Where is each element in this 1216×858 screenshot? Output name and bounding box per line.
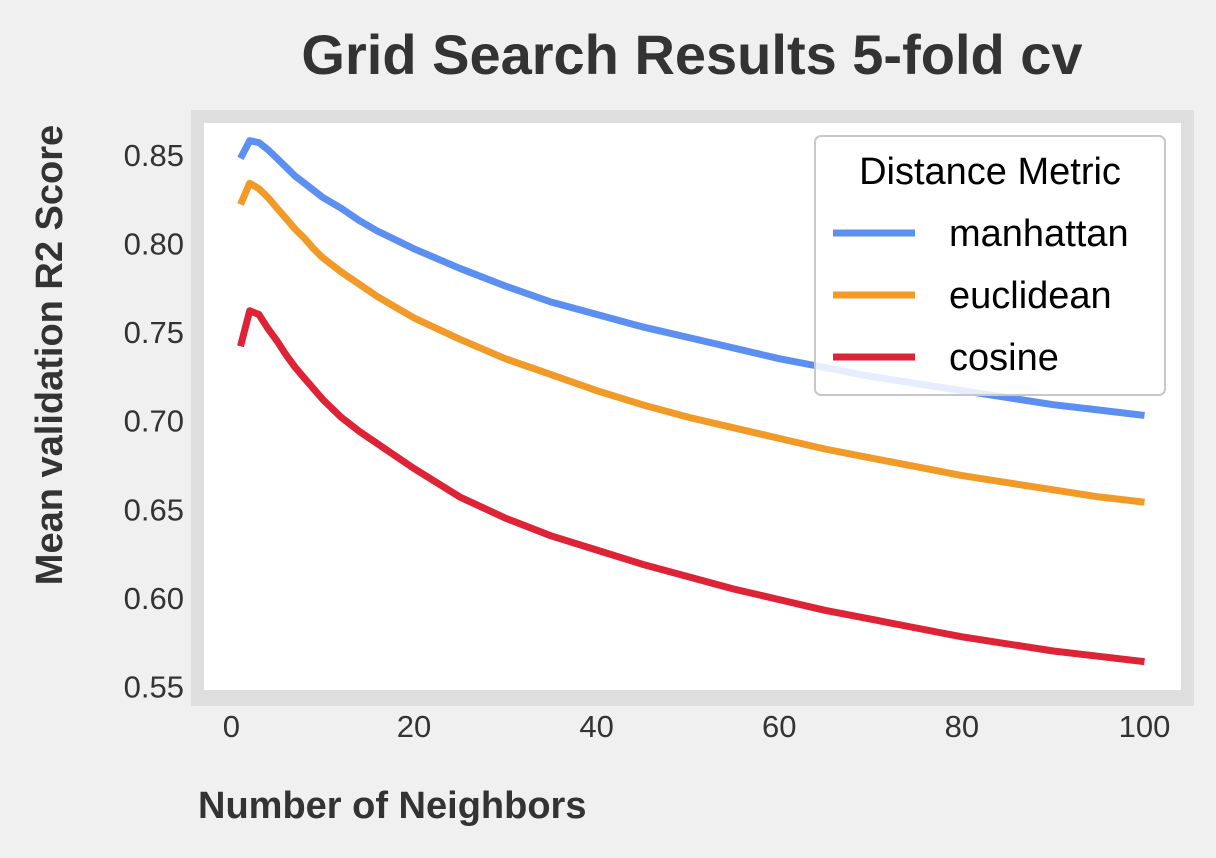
x-tick-label: 40 <box>579 709 613 744</box>
legend-label-euclidean: euclidean <box>949 275 1112 317</box>
legend-title: Distance Metric <box>859 151 1121 193</box>
x-tick-label: 100 <box>1119 709 1171 744</box>
y-axis-label: Mean validation R2 Score <box>29 125 71 585</box>
y-tick-label: 0.85 <box>124 138 184 173</box>
x-tick-label: 20 <box>397 709 431 744</box>
x-axis-label: Number of Neighbors <box>198 785 586 827</box>
x-tick-label: 80 <box>945 709 979 744</box>
y-tick-label: 0.70 <box>124 404 184 439</box>
y-tick-label: 0.65 <box>124 492 184 527</box>
x-tick-label: 0 <box>223 709 240 744</box>
legend-entries: manhattan euclidean cosine <box>833 213 1129 379</box>
y-tick-label: 0.75 <box>124 315 184 350</box>
legend: Distance Metric manhattan euclidean cosine <box>814 135 1166 396</box>
legend-box <box>814 135 1166 396</box>
chart-title: Grid Search Results 5-fold cv <box>301 23 1082 86</box>
legend-label-manhattan: manhattan <box>949 213 1129 255</box>
x-axis-ticks: 0 20 40 60 80 100 <box>223 709 1171 744</box>
y-axis-ticks: 0.55 0.60 0.65 0.70 0.75 0.80 0.85 <box>124 138 184 705</box>
legend-label-cosine: cosine <box>949 337 1059 379</box>
y-tick-label: 0.80 <box>124 226 184 261</box>
series-line-cosine <box>237 307 1145 666</box>
y-tick-label: 0.60 <box>124 581 184 616</box>
y-tick-label: 0.55 <box>124 669 184 704</box>
series-line-euclidean <box>237 179 1145 506</box>
x-tick-label: 60 <box>762 709 796 744</box>
